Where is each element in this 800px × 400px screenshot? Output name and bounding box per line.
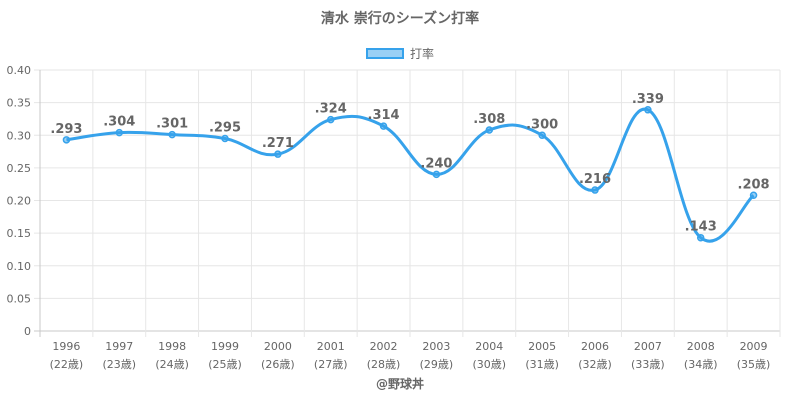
data-label: .339 [632,92,664,107]
data-label: .301 [156,117,188,132]
x-tick-label: 2008 [687,340,715,353]
data-label: .240 [420,156,452,171]
x-tick-age-label: (26歳) [261,358,295,371]
x-tick-label: 1999 [211,340,239,353]
data-point [326,115,335,124]
x-tick-label: 2000 [264,340,292,353]
x-tick-age-label: (28歳) [367,358,401,371]
data-label: .308 [473,112,505,127]
data-point [62,136,71,144]
x-tick-label: 1996 [52,340,80,353]
x-tick-label: 2009 [740,340,768,353]
data-point [591,186,599,194]
legend-swatch [365,48,404,59]
x-tick-age-label: (32歳) [578,358,612,371]
data-point [432,170,441,179]
data-label: .208 [738,177,770,192]
x-tick-age-label: (31歳) [525,358,559,371]
x-tick-age-label: (27歳) [314,358,348,371]
data-label: .300 [526,117,558,132]
y-tick-label: 0.25 [7,162,32,175]
x-tick-label: 2004 [475,340,503,353]
y-tick-label: 0.40 [7,64,32,77]
credit: @野球丼 [375,377,424,391]
data-point [696,233,705,242]
legend-label: 打率 [409,47,434,61]
data-label: .314 [368,108,400,123]
x-tick-label: 1998 [158,340,186,353]
x-tick-age-label: (34歳) [684,358,718,371]
y-tick-label: 0.15 [7,227,32,240]
x-tick-age-label: (33歳) [631,358,665,371]
data-label: .271 [262,136,294,151]
data-point [749,191,758,200]
x-tick-label: 2005 [528,340,556,353]
data-label: .304 [103,115,135,130]
x-tick-label: 1997 [105,340,133,353]
x-tick-age-label: (30歳) [472,358,506,371]
data-label: .324 [315,102,347,117]
y-tick-label: 0.10 [7,260,32,273]
data-label: .216 [579,172,611,187]
x-tick-age-label: (24歳) [155,358,189,371]
data-point [379,122,388,130]
data-point [485,126,494,134]
x-tick-age-label: (35歳) [737,358,771,371]
y-tick-label: 0 [24,325,31,338]
x-tick-age-label: (25歳) [208,358,242,371]
x-tick-label: 2006 [581,340,609,353]
legend[interactable]: 打率 [0,45,800,62]
data-point [274,150,282,158]
data-point [168,130,176,139]
x-tick-age-label: (23歳) [102,358,136,371]
y-tick-label: 0.30 [7,129,32,142]
y-tick-label: 0.20 [7,195,32,208]
y-tick-label: 0.35 [7,97,32,110]
chart-title: 清水 崇行のシーズン打率 [320,11,480,27]
data-label: .295 [209,121,241,136]
data-point [221,134,229,143]
x-tick-label: 2007 [634,340,662,353]
data-label: .143 [685,220,717,235]
data-point [538,131,546,139]
x-tick-label: 2002 [370,340,398,353]
data-point [115,128,124,137]
data-point [644,106,652,114]
x-tick-label: 2003 [422,340,450,353]
x-tick-age-label: (22歳) [50,358,84,371]
x-tick-age-label: (29歳) [420,358,454,371]
data-label: .293 [50,122,82,137]
y-tick-label: 0.05 [7,292,32,305]
x-tick-label: 2001 [317,340,345,353]
